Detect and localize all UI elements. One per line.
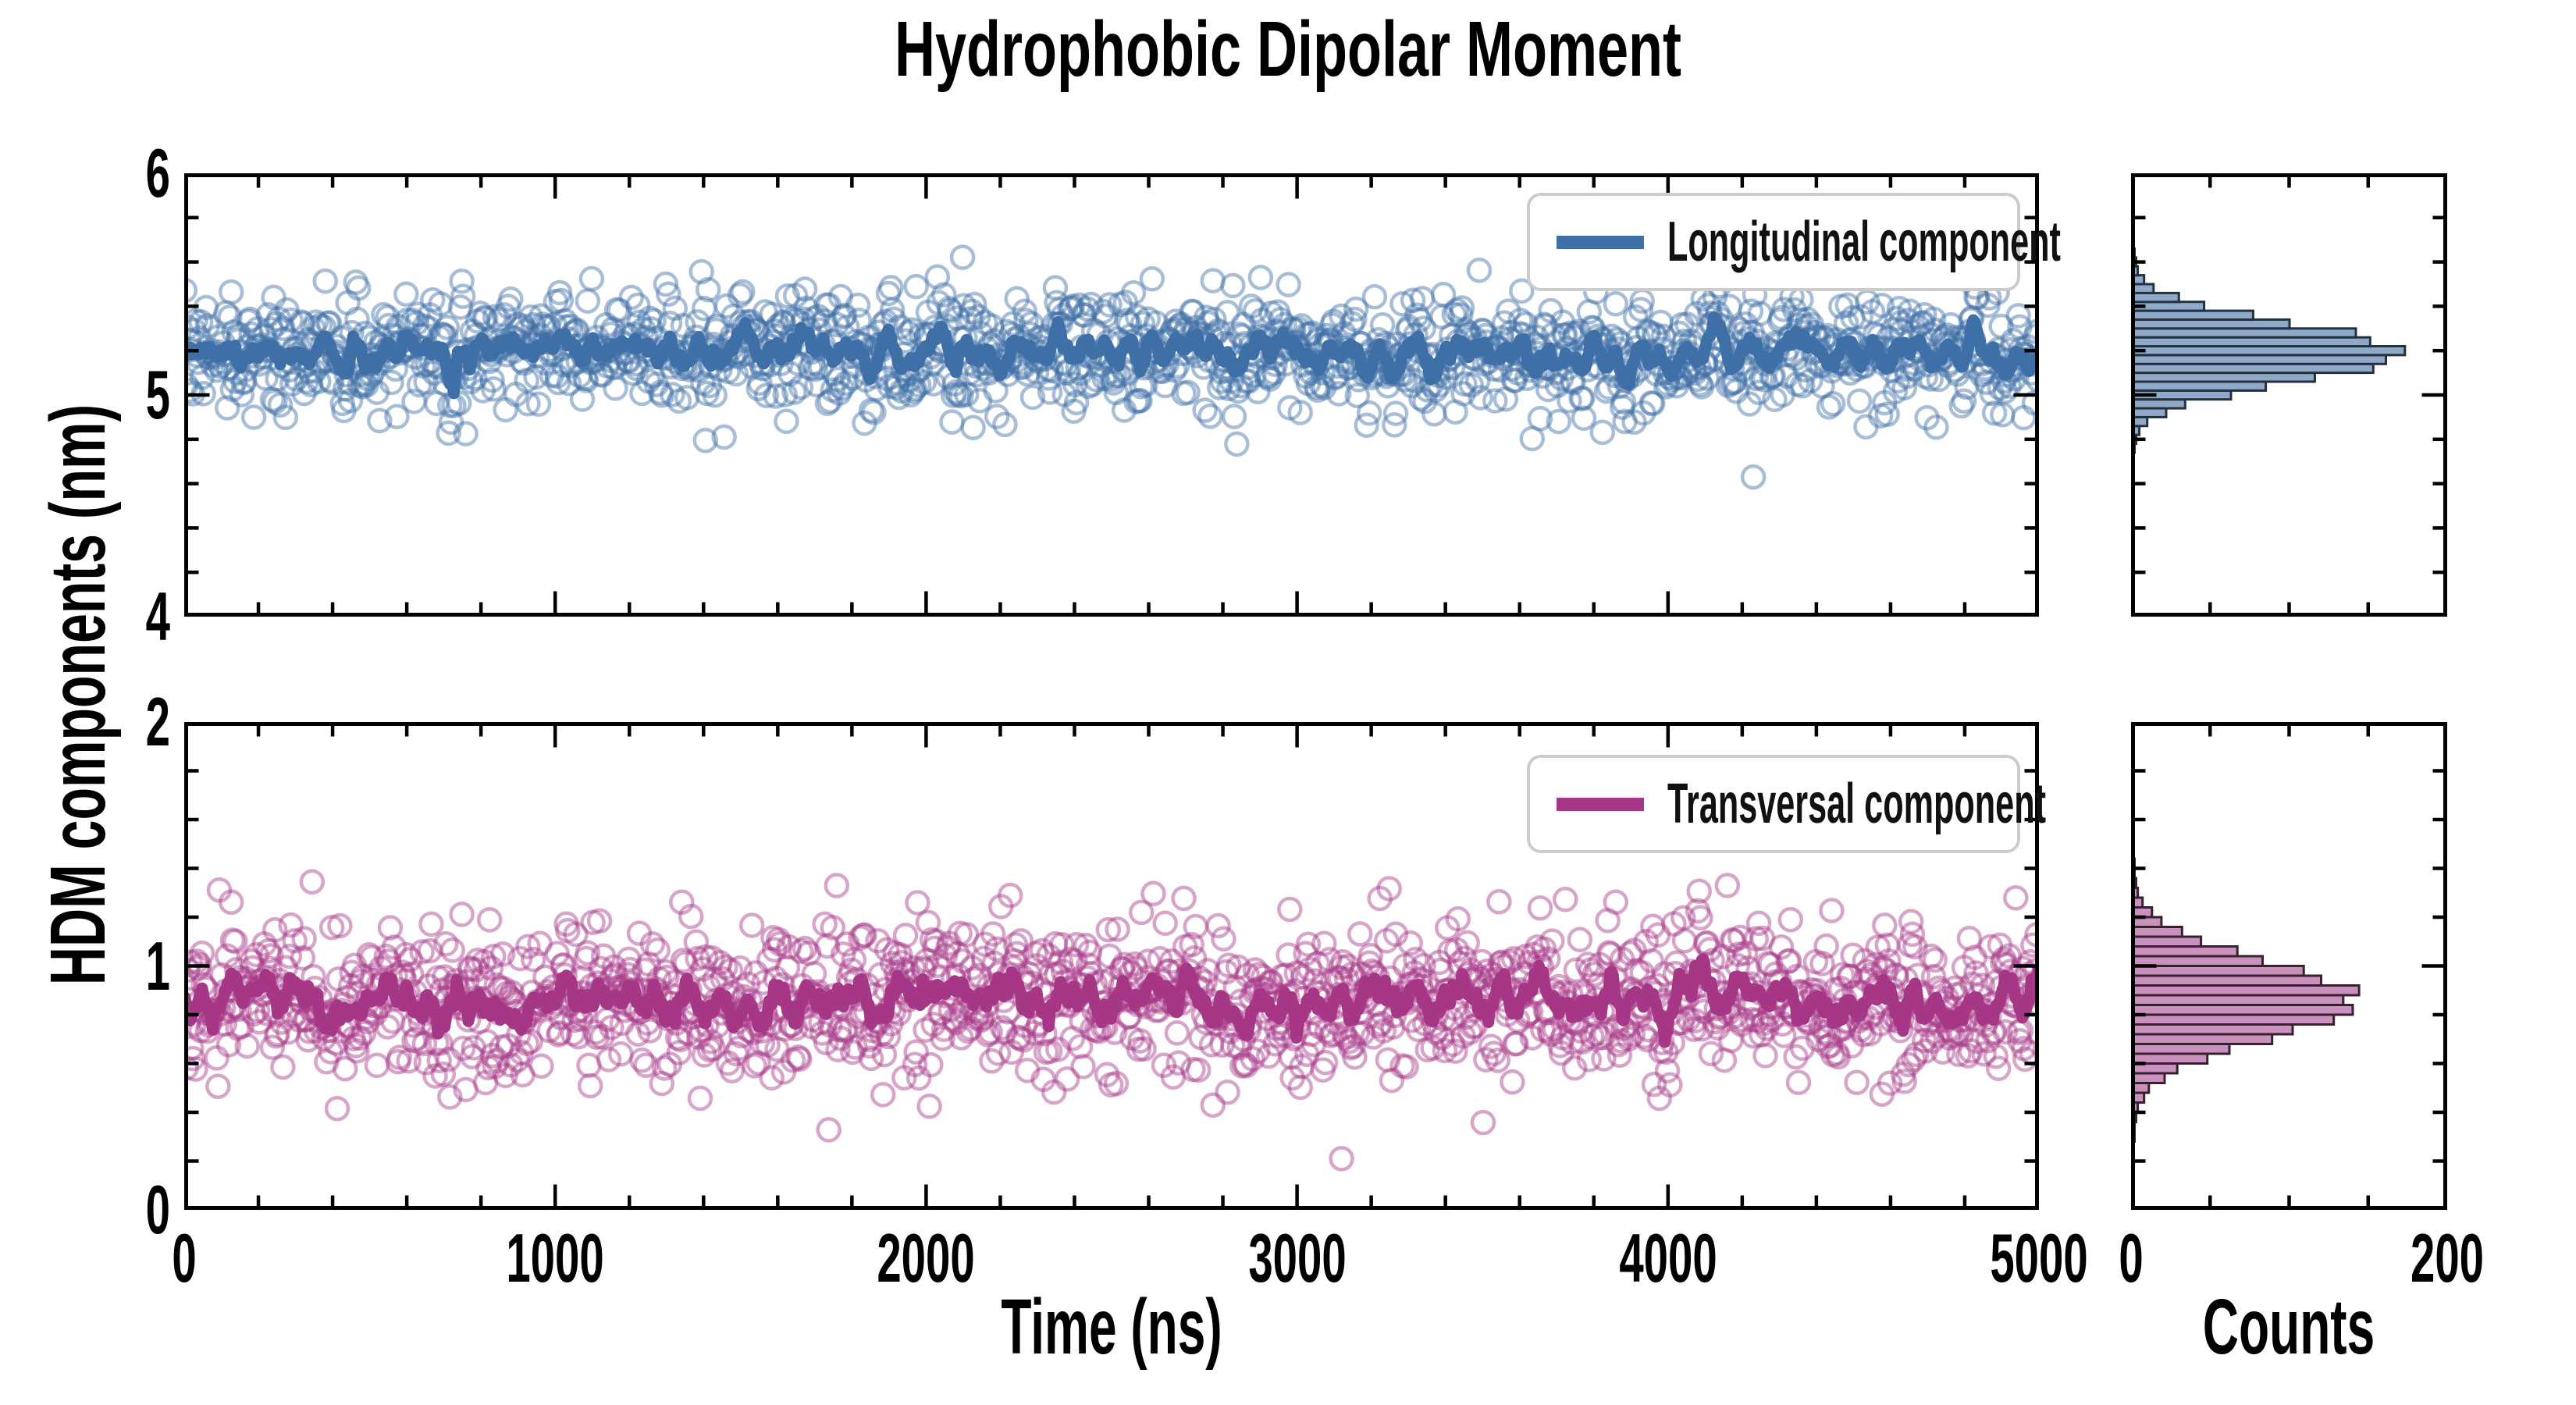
transversal-timeseries-panel — [184, 722, 2039, 1210]
legend-label-longitudinal: Longitudinal component — [1667, 211, 2061, 273]
x-tick-label: 0 — [172, 1219, 197, 1297]
legend-label-wrap: Longitudinal component — [1667, 214, 2061, 270]
longitudinal-histogram-panel — [2131, 173, 2447, 617]
legend-label-wrap: Transversal component — [1667, 776, 2046, 832]
x-tick-label: 2000 — [877, 1219, 976, 1297]
y-tick-label: 5 — [145, 356, 170, 433]
x-axis-label-time: Time (ns) — [1001, 1283, 1222, 1371]
axis-ticks — [184, 173, 2039, 617]
x-tick-label: 0 — [2119, 1219, 2144, 1297]
y-tick-label: 4 — [145, 578, 170, 655]
longitudinal-timeseries-panel — [184, 173, 2039, 617]
chart-title: Hydrophobic Dipolar Moment — [895, 5, 1681, 93]
legend-longitudinal: Longitudinal component — [1527, 193, 2061, 291]
transversal-histogram-panel — [2131, 722, 2447, 1210]
legend-line-swatch-longitudinal — [1557, 235, 1644, 249]
axis-ticks — [184, 722, 2039, 1210]
histogram-bars — [2132, 247, 2407, 454]
x-tick-label: 1000 — [506, 1219, 604, 1297]
y-tick-label: 2 — [145, 683, 170, 760]
running-average-line — [184, 311, 2039, 400]
y-axis-label: HDM components (nm) — [34, 404, 122, 986]
panel-border — [184, 173, 2039, 617]
legend-line-swatch-transversal — [1557, 797, 1644, 811]
y-tick-label: 6 — [145, 134, 170, 212]
y-tick-label: 0 — [145, 1171, 170, 1248]
y-tick-label: 1 — [145, 927, 170, 1005]
panel-border — [2131, 173, 2447, 617]
running-average-line — [184, 953, 2039, 1048]
axis-ticks — [2131, 722, 2447, 1210]
legend-transversal: Transversal component — [1527, 755, 2046, 853]
panel-border — [184, 722, 2039, 1210]
x-tick-label: 5000 — [1990, 1219, 2088, 1297]
legend-label-transversal: Transversal component — [1667, 773, 2046, 835]
x-tick-label: 3000 — [1247, 1219, 1347, 1297]
histogram-bars — [2132, 857, 2361, 1143]
x-tick-label: 4000 — [1619, 1219, 1717, 1297]
panel-border — [2131, 722, 2447, 1210]
x-axis-label-counts: Counts — [2202, 1283, 2375, 1371]
x-tick-label: 200 — [2411, 1219, 2484, 1297]
axis-ticks — [2131, 173, 2447, 617]
